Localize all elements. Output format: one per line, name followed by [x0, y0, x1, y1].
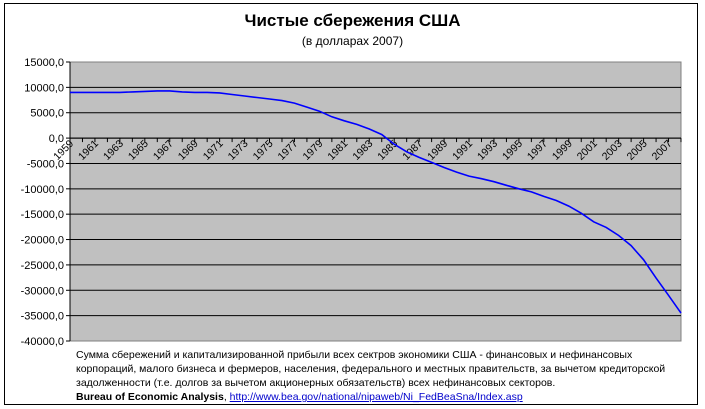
chart-footnote: Сумма сбережений и капитализированной пр… — [76, 348, 686, 404]
y-tick-label: -35000,0 — [21, 311, 64, 323]
y-tick-label: -25000,0 — [21, 260, 64, 272]
chart-title: Чистые сбережения США — [244, 11, 461, 30]
y-tick-label: -10000,0 — [21, 184, 64, 196]
y-tick-label: -15000,0 — [21, 209, 64, 221]
y-tick-label: -5000,0 — [27, 158, 64, 170]
y-tick-label: -30000,0 — [21, 285, 64, 297]
source-separator: , — [223, 391, 230, 403]
source-label: Bureau of Economic Analysis — [76, 391, 224, 403]
footnote-text: Сумма сбережений и капитализированной пр… — [76, 349, 666, 389]
y-tick-label: 5000,0 — [30, 108, 64, 120]
y-tick-label: 0,0 — [49, 133, 64, 145]
y-tick-label: -40000,0 — [21, 336, 64, 348]
plot-area — [69, 61, 682, 342]
y-tick-label: -20000,0 — [21, 235, 64, 247]
chart-subtitle: (в долларах 2007) — [301, 34, 404, 48]
y-tick-label: 15000,0 — [24, 57, 64, 69]
y-tick-label: 10000,0 — [24, 82, 64, 94]
series-line — [70, 90, 682, 314]
source-link[interactable]: http://www.bea.gov/national/nipaweb/Ni_F… — [229, 391, 523, 403]
